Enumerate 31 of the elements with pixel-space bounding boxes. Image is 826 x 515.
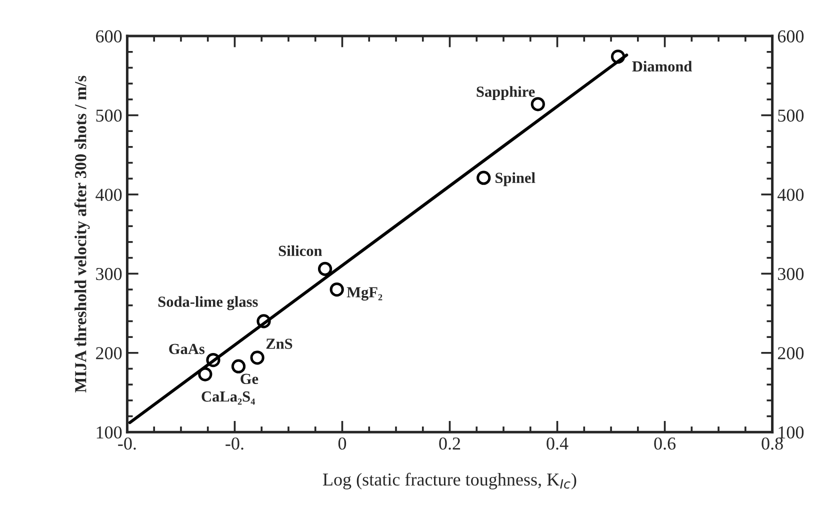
x-tick-label: 0.8: [762, 437, 783, 450]
annotation: Spinel: [496, 172, 536, 186]
y2-tick-label: 500: [778, 110, 804, 122]
annotation: Diamond: [632, 60, 692, 72]
x-tick-label: 0.4: [546, 437, 568, 450]
annotation: CaLa₂S₄: [202, 391, 255, 405]
x-tick-label: -0.: [226, 437, 244, 450]
annotation: Soda-lime glass: [158, 296, 258, 310]
y2-tick-label: 300: [778, 268, 804, 280]
annotation: Ge: [240, 374, 258, 384]
annotation: Sapphire: [476, 86, 535, 100]
y-tick-label: 200: [96, 347, 122, 360]
y2-tick-label: 400: [778, 188, 804, 201]
annotation: ZnS: [266, 338, 292, 349]
y-tick-label: 100: [96, 426, 122, 439]
annotation: GaAs: [169, 344, 205, 354]
y2-tick-label: 200: [778, 347, 804, 360]
y2-tick-label: 600: [778, 30, 804, 42]
y-tick-label: 600: [96, 30, 122, 42]
x-tick-label: 0.6: [654, 437, 676, 450]
x-tick-label: 0: [338, 437, 346, 450]
x-tick-label: 0.2: [439, 437, 460, 450]
y-axis-title: MIJA threshold velocity after 300 shots / m/s: [74, 76, 90, 393]
x-axis-title: Log (static fracture toughness, K$_{Ic}$): [322, 472, 576, 490]
annotation: MgF₂: [346, 287, 382, 301]
y-tick-label: 300: [96, 268, 122, 280]
y-tick-label: 400: [96, 188, 122, 201]
x-tick-label: -0.: [118, 437, 136, 450]
y-tick-label: 500: [96, 110, 122, 122]
y2-tick-label: 100: [778, 426, 804, 439]
annotation: Silicon: [278, 245, 322, 256]
